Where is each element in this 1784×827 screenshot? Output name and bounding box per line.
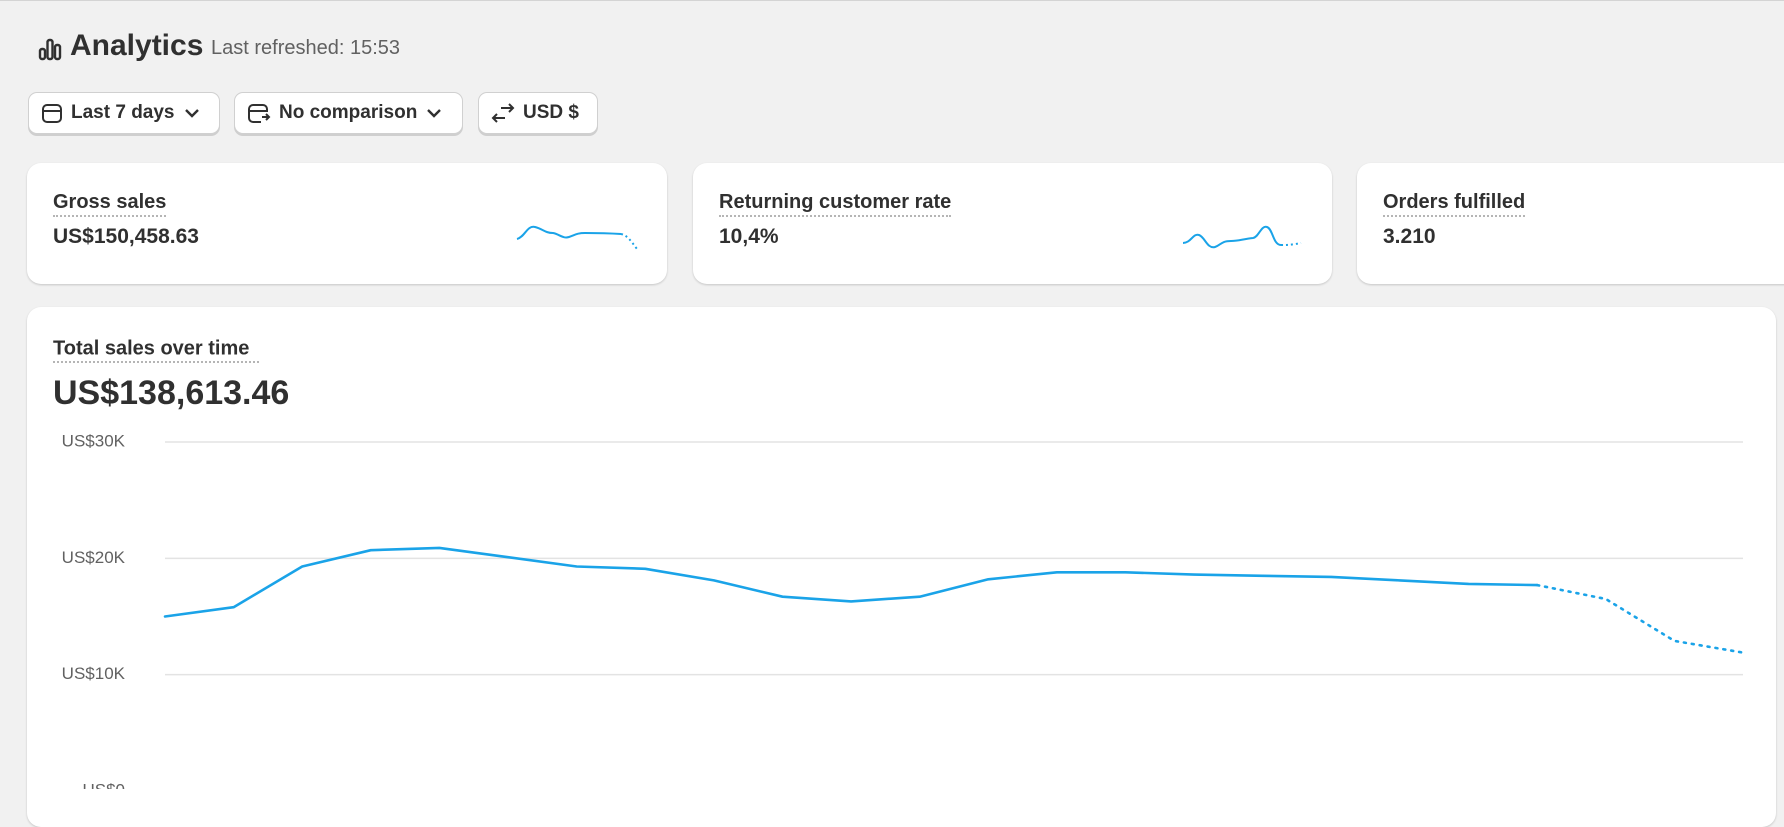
chevron-icon	[427, 109, 442, 118]
metric-value: US$150,458.63	[53, 225, 199, 248]
chart: Total sales over time US$138,613.46 US$0…	[53, 337, 1745, 789]
button-label: USD $	[523, 102, 579, 123]
comparison-button[interactable]: No comparison	[234, 92, 463, 134]
button-label: No comparison	[279, 102, 418, 123]
chart-card	[27, 307, 1776, 827]
line-series	[163, 546, 1539, 618]
sparkline	[1182, 225, 1302, 249]
calendar-sync-icon	[248, 104, 271, 123]
page-title: Analytics	[70, 29, 204, 62]
metric-value: 3.210	[1383, 225, 1436, 248]
sparkline	[516, 225, 638, 250]
currency-button[interactable]: USD $	[478, 92, 598, 134]
chart-title: Total sales over time	[53, 337, 249, 359]
metric-label: Gross sales	[53, 191, 167, 217]
line-series	[1535, 583, 1745, 654]
y-tick-label: US$0	[82, 780, 125, 789]
date-range-button[interactable]: Last 7 days	[28, 92, 220, 134]
y-tick-label: US$10K	[62, 664, 126, 683]
chevron-icon	[184, 109, 199, 118]
metric-card[interactable]: Orders fulfilled 3.210	[1357, 163, 1784, 284]
y-tick-label: US$30K	[62, 431, 126, 450]
metric-value: 10,4%	[719, 225, 779, 248]
y-tick-label: US$20K	[62, 548, 126, 567]
currency-icon	[491, 103, 515, 123]
metric-label: Orders fulfilled	[1383, 191, 1526, 217]
last-refreshed: Last refreshed: 15:53	[211, 37, 401, 59]
calendar-icon	[42, 104, 62, 123]
analytics-icon	[38, 38, 62, 61]
metric-label: Returning customer rate	[719, 191, 952, 217]
metric-card[interactable]: Returning customer rate 10,4%	[693, 163, 1332, 284]
button-label: Last 7 days	[71, 102, 175, 123]
chart-total: US$138,613.46	[53, 374, 289, 412]
metric-card[interactable]: Gross sales US$150,458.63	[27, 163, 667, 284]
